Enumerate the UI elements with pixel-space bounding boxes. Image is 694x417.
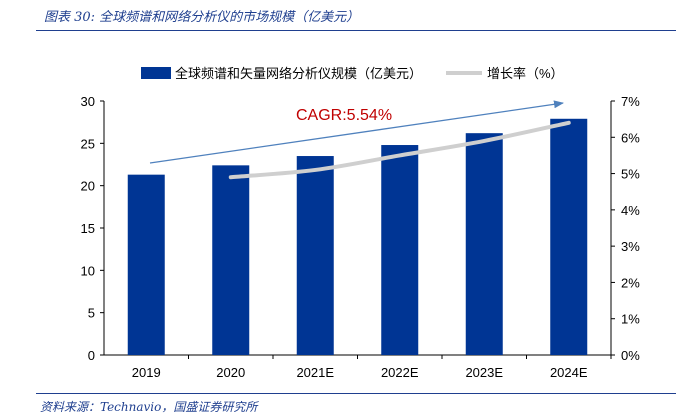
bar-2024E [550,118,588,355]
legend: 全球频谱和矢量网络分析仪规模（亿美元） 增长率（%） [141,66,564,81]
legend-bar-label: 全球频谱和矢量网络分析仪规模（亿美元） [175,66,422,81]
x-tick-label: 2021E [296,365,334,380]
bar-2020 [212,165,250,355]
cagr-label: CAGR:5.54% [296,107,392,124]
y-left-tick-label: 0 [88,348,95,363]
growth-rate-series [228,120,571,180]
x-tick-label: 2019 [132,365,161,380]
bar-2023E [465,133,503,355]
source-note: 资料来源：Technavio，国盛证券研究所 [40,400,258,414]
bars [127,118,588,355]
cagr-arrow [149,100,564,164]
x-tick-label: 2020 [216,365,245,380]
top-divider [36,30,676,31]
y-left-tick-label: 5 [88,306,95,321]
y-right-tick-label: 1% [621,312,640,327]
bar-2019 [127,174,165,355]
y-left-tick-label: 20 [81,179,95,194]
y-left-tick-label: 10 [81,263,95,278]
y-right-tick-label: 0% [621,348,640,363]
legend-line-label: 增长率（%） [487,66,564,81]
y-left-tick-label: 30 [81,94,95,109]
y-right-tick-label: 5% [621,167,640,182]
y-left-tick-label: 15 [81,221,95,236]
y-axis-right-ticks: 0% 1% 2% 3% 4% 5% 6% 7% [611,94,640,363]
figure-title: 图表 30: 全球频谱和网络分析仪的市场规模（亿美元） [44,10,360,25]
x-tick-label: 2024E [550,365,588,380]
y-right-tick-label: 7% [621,94,640,109]
y-left-tick-label: 25 [81,136,95,151]
y-right-tick-label: 4% [621,203,640,218]
bar-2022E [381,145,419,355]
y-right-tick-label: 3% [621,239,640,254]
x-axis-labels: 2019 2020 2021E 2022E 2023E 2024E [132,355,612,380]
x-tick-label: 2022E [381,365,419,380]
y-right-tick-label: 2% [621,275,640,290]
legend-bar-swatch [141,67,171,79]
y-axis-left-ticks: 0 5 10 15 20 25 30 [81,94,104,363]
bottom-divider [36,393,676,394]
x-tick-label: 2023E [465,365,503,380]
y-right-tick-label: 6% [621,130,640,145]
bar-2021E [296,156,334,355]
